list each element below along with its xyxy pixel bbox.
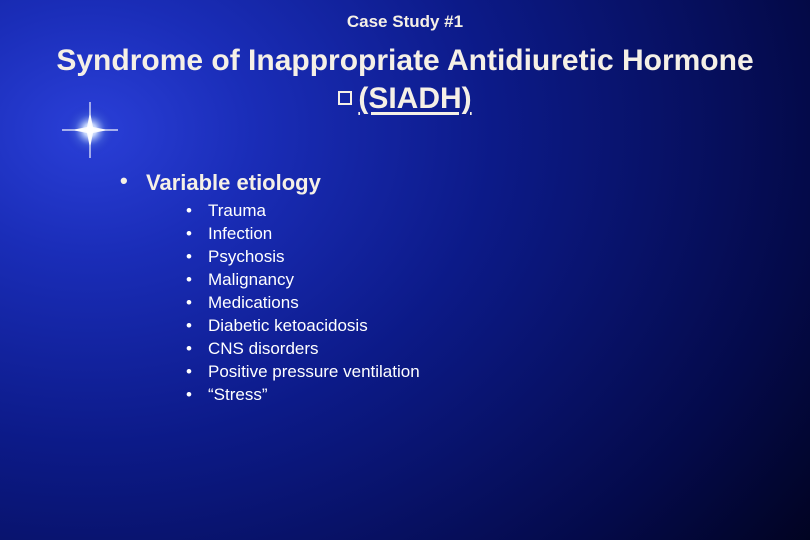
level2-item: Infection — [186, 223, 420, 246]
placeholder-glyph-icon — [338, 91, 352, 105]
slide-body: Variable etiology Trauma Infection Psych… — [120, 170, 420, 416]
level2-item: Psychosis — [186, 246, 420, 269]
level2-item: Trauma — [186, 200, 420, 223]
level2-item: Medications — [186, 292, 420, 315]
slide-pretitle: Case Study #1 — [0, 12, 810, 32]
title-line-1: Syndrome of Inappropriate Antidiuretic H… — [0, 42, 810, 80]
slide: Case Study #1 Syndrome of Inappropriate … — [0, 0, 810, 540]
bullet-list-level1: Variable etiology Trauma Infection Psych… — [120, 170, 420, 406]
level2-item: CNS disorders — [186, 338, 420, 361]
level2-item: Positive pressure ventilation — [186, 361, 420, 384]
title-line-2-text: (SIADH) — [358, 82, 471, 115]
slide-title: Syndrome of Inappropriate Antidiuretic H… — [0, 42, 810, 117]
level1-heading: Variable etiology — [146, 170, 321, 195]
bullet-list-level2: Trauma Infection Psychosis Malignancy Me… — [186, 200, 420, 406]
level2-item: Diabetic ketoacidosis — [186, 315, 420, 338]
level2-item: Malignancy — [186, 269, 420, 292]
level2-item: “Stress” — [186, 384, 420, 407]
level1-item: Variable etiology Trauma Infection Psych… — [120, 170, 420, 406]
title-line-2: (SIADH) — [0, 80, 810, 118]
